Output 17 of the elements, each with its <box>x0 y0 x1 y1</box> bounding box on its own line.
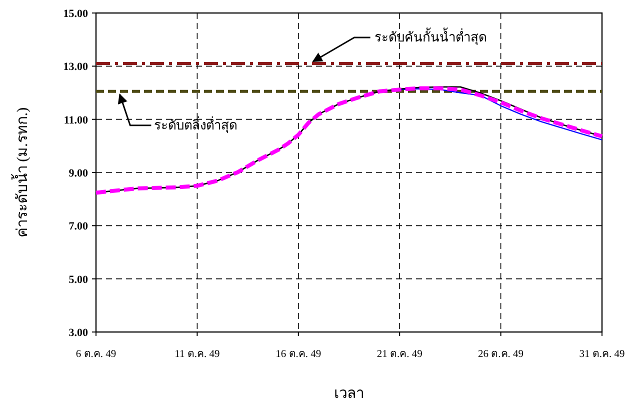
y-tick-label: 13.00 <box>63 61 88 74</box>
y-tick-label: 7.00 <box>68 220 88 233</box>
x-tick-label: 6 ต.ค. 49 <box>76 349 116 360</box>
y-axis-title: ค่าระดับน้ำ (ม.รทก.) <box>11 107 31 238</box>
x-tick-label: 16 ต.ค. 49 <box>276 349 322 360</box>
y-tick-label: 3.00 <box>68 327 88 339</box>
ref-line-label: ระดับตลิ่งต่ำสุด <box>154 116 238 134</box>
x-axis-title: เวลา <box>334 386 364 402</box>
x-tick-label: 26 ต.ค. 49 <box>478 349 524 360</box>
y-tick-label: 5.00 <box>68 274 88 286</box>
y-tick-label: 9.00 <box>68 168 88 180</box>
x-tick-label: 11 ต.ค. 49 <box>174 349 220 360</box>
x-tick-label: 31 ต.ค. 49 <box>579 349 625 360</box>
y-tick-label: 11.00 <box>64 114 88 126</box>
x-tick-label: 21 ต.ค. 49 <box>376 349 422 360</box>
y-tick-label: 15.00 <box>63 8 88 20</box>
ref-line-label: ระดับคันกั้นน้ำต่ำสุด <box>374 28 486 46</box>
